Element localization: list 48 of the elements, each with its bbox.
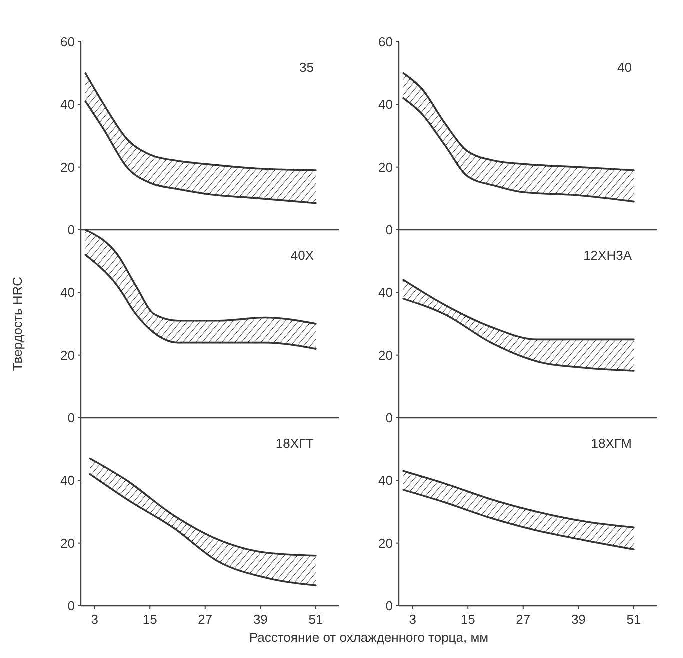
y-axis-title: Твердость HRC (10, 276, 25, 372)
y-tick-label: 0 (68, 598, 75, 614)
x-tick-label: 51 (626, 612, 642, 627)
line-series (402, 72, 635, 172)
y-tick-label: 20 (60, 160, 75, 175)
x-tick-label: 39 (253, 612, 268, 627)
y-tick-label: 20 (60, 348, 75, 363)
text: 18ХГМ (591, 436, 632, 451)
y-tick-label: 40 (60, 97, 75, 112)
y-tick-label: 0 (386, 598, 393, 614)
x-tick-label: 39 (571, 612, 586, 627)
x-tick-label: 51 (308, 612, 324, 627)
line-series (402, 98, 635, 203)
y-tick-label: 20 (378, 536, 393, 551)
line-series (84, 72, 317, 172)
text: 18ХГТ (276, 436, 314, 451)
y-tick-label: 20 (378, 348, 393, 363)
text: 35 (300, 60, 314, 75)
y-tick-label: 20 (60, 536, 75, 551)
x-tick-label: 15 (460, 612, 476, 627)
y-tick-label: 0 (386, 410, 393, 426)
text: 12ХН3А (584, 248, 632, 263)
x-tick-label: 27 (516, 612, 531, 627)
x-tick-label: 3 (91, 612, 98, 627)
y-tick-label: 40 (378, 97, 393, 112)
x-tick-label: 27 (198, 612, 213, 627)
line-series (402, 489, 635, 550)
y-tick-label: 60 (378, 34, 393, 50)
line-series (84, 229, 317, 325)
text: 40X (290, 248, 314, 263)
y-tick-label: 20 (378, 160, 393, 175)
y-tick-label: 0 (68, 410, 75, 426)
y-tick-label: 40 (378, 473, 393, 488)
text: 40 (618, 60, 632, 75)
line-series (402, 298, 635, 372)
y-tick-label: 40 (60, 285, 75, 300)
line-series (84, 100, 317, 204)
y-tick-label: 0 (68, 222, 75, 238)
x-tick-label: 3 (409, 612, 416, 627)
line-series (89, 458, 317, 557)
x-tick-label: 15 (142, 612, 158, 627)
x-axis-title: Расстояние от охлажденного торца, мм (249, 630, 489, 645)
y-tick-label: 0 (386, 222, 393, 238)
line-series (402, 279, 635, 341)
y-tick-label: 60 (60, 34, 75, 50)
y-tick-label: 40 (378, 285, 393, 300)
y-tick-label: 40 (60, 473, 75, 488)
line-series (402, 470, 635, 529)
